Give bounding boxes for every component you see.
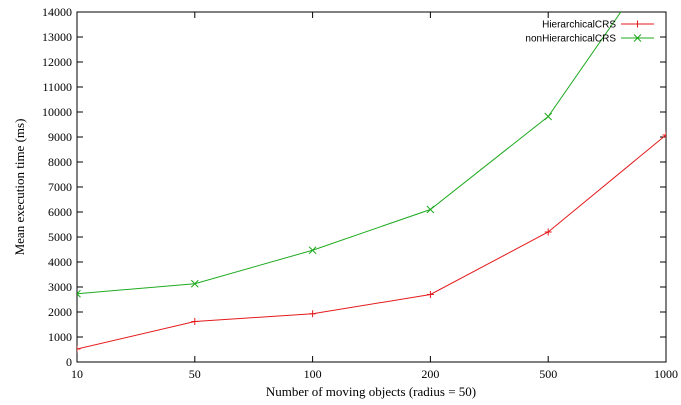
x-tick-label: 50 xyxy=(189,367,201,381)
y-tick-label: 11000 xyxy=(42,80,72,94)
legend-label: HierarchicalCRS xyxy=(542,20,616,31)
x-tick-label: 200 xyxy=(421,367,439,381)
y-tick-label: 14000 xyxy=(42,5,72,19)
plot-frame xyxy=(76,11,667,363)
x-tick-label: 1000 xyxy=(654,367,678,381)
x-tick-label: 100 xyxy=(304,367,322,381)
plot-border xyxy=(76,11,667,363)
series-line-1 xyxy=(77,134,666,350)
data-point-1 xyxy=(662,131,666,139)
series-layer xyxy=(77,12,666,353)
legend: HierarchicalCRS nonHierarchicalCRS xyxy=(525,20,654,45)
y-tick-label: 8000 xyxy=(48,155,72,169)
y-tick-label: 13000 xyxy=(42,30,72,44)
x-tick-label: 500 xyxy=(539,367,557,381)
data-point-1 xyxy=(544,228,552,236)
y-tick-label: 2000 xyxy=(48,305,72,319)
y-axis-title: Mean execution time (ms) xyxy=(12,119,27,256)
series-clip-group xyxy=(77,12,666,353)
x-axis: 10 50 100 200 500 1000 xyxy=(71,12,678,381)
data-point-1 xyxy=(426,291,434,298)
y-tick-label: 6000 xyxy=(48,205,72,219)
y-tick-label: 3000 xyxy=(48,280,72,294)
data-point-1 xyxy=(309,310,317,318)
y-tick-label: 5000 xyxy=(48,230,72,244)
y-tick-label: 4000 xyxy=(48,255,72,269)
y-tick-label: 0 xyxy=(66,355,72,369)
series-line-2 xyxy=(77,12,622,295)
y-tick-label: 10000 xyxy=(42,105,72,119)
x-tick-label: 10 xyxy=(71,367,83,381)
x-axis-title: Number of moving objects (radius = 50) xyxy=(266,384,476,399)
data-point-1 xyxy=(77,345,81,353)
data-point-2 xyxy=(308,246,317,255)
legend-marker xyxy=(633,34,642,42)
y-tick-label: 7000 xyxy=(48,180,72,194)
y-tick-label: 1000 xyxy=(48,330,72,344)
legend-marker xyxy=(634,20,641,28)
data-point-2 xyxy=(426,205,435,214)
y-axis: 0 1000 2000 3000 4000 5000 6000 7000 8000 9000 100… xyxy=(42,5,666,369)
data-point-2 xyxy=(77,289,81,298)
legend-label: nonHierarchicalCRS xyxy=(525,34,616,45)
y-tick-label: 9000 xyxy=(48,130,72,144)
data-point-2 xyxy=(190,279,199,288)
y-tick-label: 12000 xyxy=(42,55,72,69)
data-point-1 xyxy=(191,318,199,325)
data-point-2 xyxy=(544,112,553,121)
